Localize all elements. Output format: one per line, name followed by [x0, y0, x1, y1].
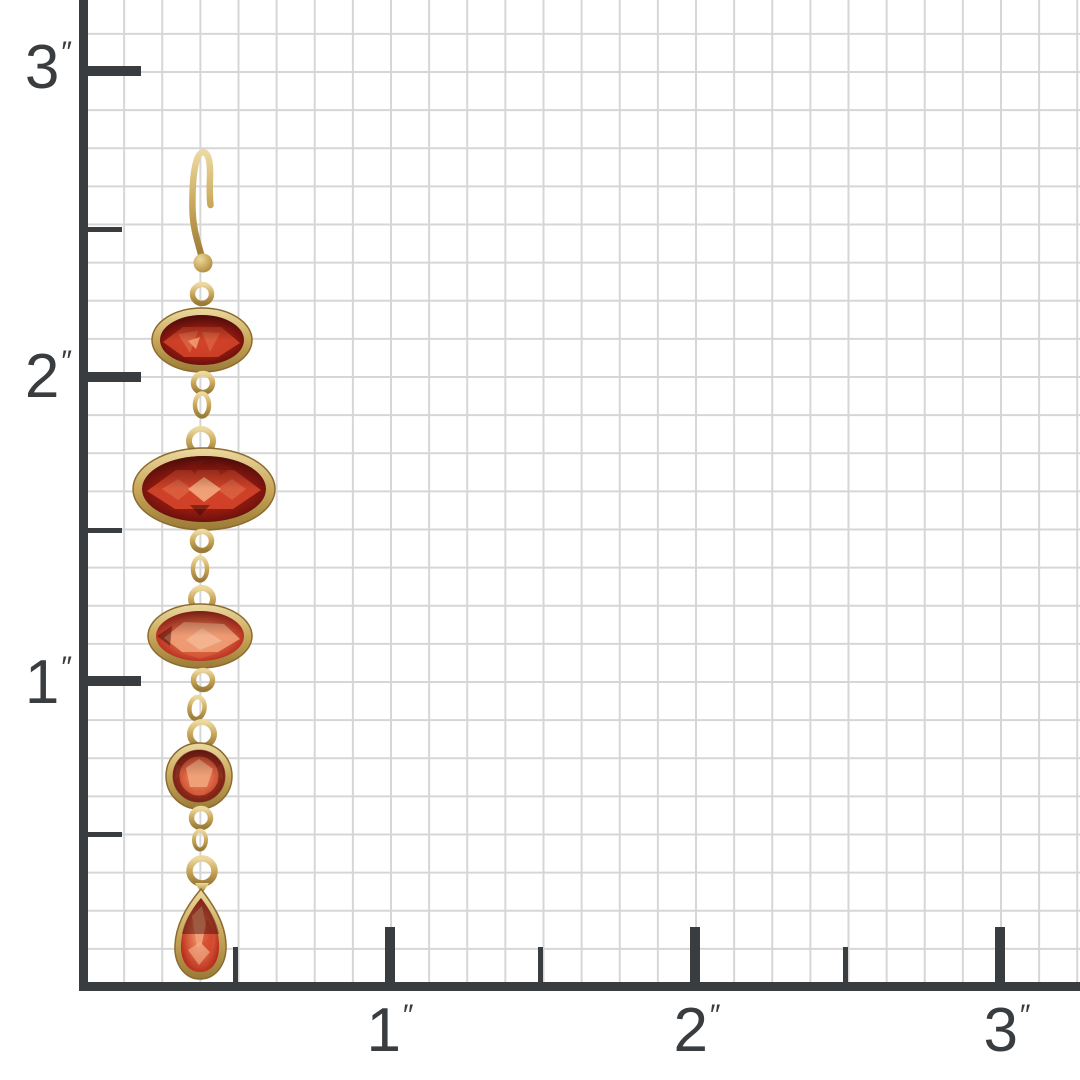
gem-shade: [156, 611, 244, 661]
ruler-tick-left-major-3in: [85, 66, 141, 76]
gem-shade: [182, 898, 219, 934]
ruler-label-value: 3: [983, 996, 1018, 1065]
inch-mark: ″: [61, 36, 72, 69]
chain-link-2: [190, 555, 210, 583]
ruler-label-bottom-1in: 1″: [366, 1000, 413, 1062]
stone-small-oval: [151, 307, 253, 373]
ear-wire-hook: [189, 149, 214, 273]
inch-mark: ″: [61, 345, 72, 378]
ruler-tick-left-minor-0-5in: [85, 832, 122, 837]
horizontal-ruler-bar: [79, 982, 1080, 991]
ruler-label-value: 1: [366, 996, 401, 1065]
chain-link-1: [192, 391, 212, 419]
stone-medium-oval: [147, 603, 253, 669]
inch-mark: ″: [709, 999, 721, 1032]
inch-mark: ″: [61, 651, 72, 684]
ruler-tick-bottom-major-3in: [995, 927, 1005, 982]
ruler-tick-bottom-minor-0-5in: [233, 947, 238, 982]
ruler-tick-bottom-minor-1-5in: [538, 947, 543, 982]
ear-wire-ball: [193, 253, 213, 273]
ruler-tick-bottom-minor-2-5in: [843, 947, 848, 982]
ruler-tick-left-minor-2-5in: [85, 227, 122, 232]
inch-mark: ″: [1019, 999, 1031, 1032]
gem-shade: [142, 456, 266, 522]
chain-link-3: [187, 694, 207, 722]
stone-large-oval: [132, 447, 276, 531]
ruler-tick-bottom-major-2in: [690, 927, 700, 982]
gem-shade: [173, 750, 225, 802]
bail-joint: [195, 883, 209, 894]
ruler-tick-bottom-major-1in: [385, 927, 395, 982]
connector-ring-4: [189, 528, 215, 554]
gem-shade: [160, 315, 244, 365]
ruler-label-bottom-2in: 2″: [673, 1000, 720, 1062]
ruler-label-left-2in: 2″: [25, 346, 72, 408]
ruler-tick-left-minor-1-5in: [85, 528, 122, 533]
stone-round: [165, 742, 233, 810]
hook-wire: [189, 149, 214, 262]
facet: [188, 942, 210, 965]
chain-link-4: [192, 828, 208, 852]
connector-ring-6: [190, 667, 216, 693]
ruler-label-left-1in: 1″: [25, 652, 72, 714]
ruler-label-value: 2: [24, 342, 60, 411]
stone-pear-drop: [174, 855, 227, 980]
ruler-tick-left-major-2in: [85, 372, 141, 382]
facet: [202, 918, 214, 954]
ruler-label-bottom-3in: 3″: [983, 1000, 1030, 1062]
ruler-label-value: 2: [673, 996, 708, 1065]
ruler-label-value: 1: [24, 648, 60, 717]
connector-ring-2: [190, 370, 216, 396]
ruler-label-value: 3: [24, 33, 60, 102]
bail-ring: [186, 855, 218, 887]
connector-ring-1: [189, 281, 215, 307]
vertical-ruler-bar: [79, 0, 88, 991]
ruler-tick-left-major-1in: [85, 676, 141, 686]
connector-ring-8: [188, 805, 214, 831]
inch-mark: ″: [402, 999, 414, 1032]
ruler-label-left-3in: 3″: [25, 37, 72, 99]
